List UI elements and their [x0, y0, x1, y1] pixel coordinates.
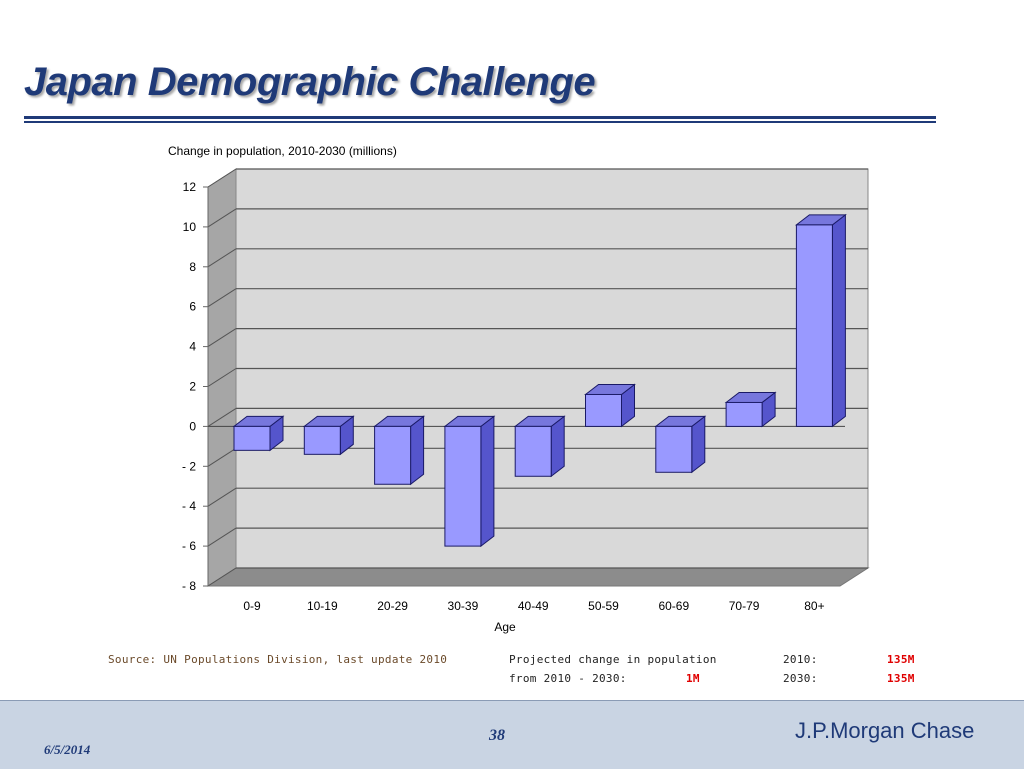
grid-line-side	[207, 168, 237, 188]
brand-logo-text: J.P.Morgan Chase	[795, 718, 975, 743]
projected-period-label: from 2010 - 2030:	[509, 672, 627, 685]
x-tick-label: 60-69	[658, 599, 689, 613]
y-tick-label: - 8	[182, 579, 196, 593]
bar-front-face	[585, 393, 622, 427]
grid-line-side	[207, 407, 237, 427]
x-tick-label: 80+	[804, 599, 824, 613]
chart-title: Change in population, 2010-2030 (million…	[168, 144, 397, 158]
plot-floor	[206, 567, 870, 587]
bar-front-face	[725, 401, 763, 427]
bar-front-face	[303, 425, 341, 455]
x-axis-title: Age	[494, 620, 516, 634]
title-rule-bottom	[24, 121, 936, 123]
bar-40-49	[513, 415, 566, 478]
bar-front-face	[795, 224, 833, 427]
bar-side-face	[831, 213, 846, 428]
bar-series	[232, 213, 847, 548]
bar-front-face	[374, 425, 412, 485]
bar-0-9	[232, 415, 285, 452]
plot-area	[206, 168, 870, 587]
slide-title: Japan Demographic Challenge	[24, 60, 596, 104]
projected-change-label: Projected change in population	[509, 653, 717, 666]
bar-side-face	[480, 415, 495, 548]
grid-line-side	[207, 487, 237, 507]
x-tick-label: 30-39	[448, 599, 479, 613]
bar-30-39	[443, 415, 496, 548]
x-tick-label: 40-49	[518, 599, 549, 613]
footer-date: 6/5/2014	[44, 742, 91, 757]
population-change-chart: 12 10 8 6 4 2 0 - 2 - 4 - 6 - 8 0-9 10-19 20-29 30-39…	[182, 168, 870, 634]
grid-line-side	[207, 288, 237, 308]
grid-line-side	[207, 527, 237, 547]
y-tick-label: 12	[183, 180, 197, 194]
y-tick-label: 0	[189, 419, 196, 433]
y-tick-label: 10	[183, 220, 197, 234]
grid-line-side	[207, 248, 237, 268]
x-tick-labels: 0-9 10-19 20-29 30-39 40-49 50-59 60-69 70-79 80…	[243, 599, 824, 613]
y-tick-label: - 6	[182, 539, 196, 553]
year-2030-label: 2030:	[783, 672, 818, 685]
bar-80+	[794, 213, 847, 428]
grid-lines	[207, 168, 868, 587]
x-tick-label: 0-9	[243, 599, 261, 613]
year-2010-label: 2010:	[783, 653, 818, 666]
title-rule-top	[24, 116, 936, 119]
bar-front-face	[655, 425, 693, 473]
year-2010-value: 135M	[887, 653, 915, 666]
x-tick-label: 10-19	[307, 599, 338, 613]
bar-20-29	[373, 415, 426, 486]
y-tick-label: - 4	[182, 499, 196, 513]
grid-line-side	[207, 208, 237, 228]
bar-70-79	[724, 391, 777, 428]
bar-front-face	[444, 425, 482, 547]
bar-front-face	[514, 425, 552, 477]
y-tick-label: 4	[189, 340, 196, 354]
bar-50-59	[584, 383, 636, 428]
footer-bar	[0, 700, 1024, 769]
year-2030-value: 135M	[887, 672, 915, 685]
x-tick-label: 20-29	[377, 599, 408, 613]
source-note: Source: UN Populations Division, last up…	[108, 653, 448, 666]
grid-line-side	[207, 447, 237, 467]
page-number: 38	[489, 727, 505, 744]
bar-front-face	[233, 425, 271, 451]
y-tick-label: 6	[189, 300, 196, 314]
grid-line-side	[207, 368, 237, 387]
projected-change-value: 1M	[686, 672, 700, 685]
y-tick-label: - 2	[182, 459, 196, 473]
grid-line-side	[207, 328, 237, 348]
grid-line-side	[207, 567, 237, 587]
bar-side-face	[410, 415, 425, 486]
y-tick-label: 2	[189, 380, 196, 394]
x-tick-label: 50-59	[588, 599, 619, 613]
x-tick-label: 70-79	[729, 599, 760, 613]
bar-10-19	[302, 415, 355, 456]
y-tick-label: 8	[189, 260, 196, 274]
bar-60-69	[654, 415, 707, 474]
